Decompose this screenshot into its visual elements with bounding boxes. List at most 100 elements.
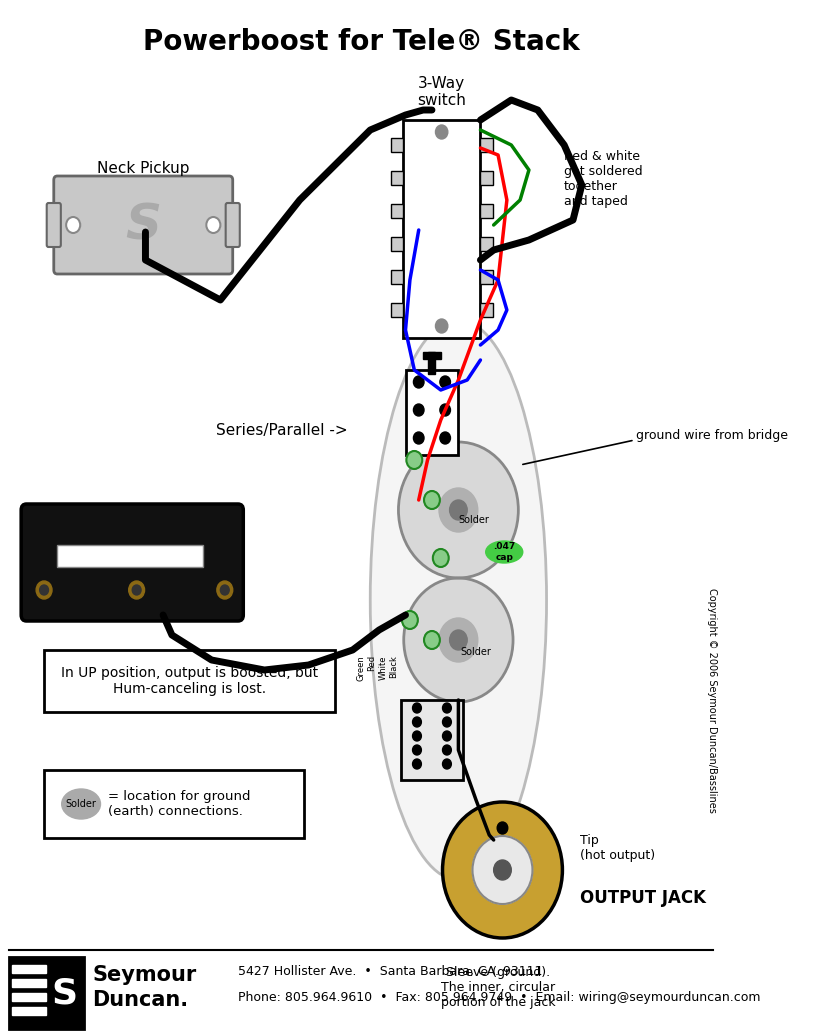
Text: Duncan.: Duncan.	[93, 990, 188, 1010]
Circle shape	[497, 822, 508, 834]
Bar	[481, 303, 493, 317]
Circle shape	[406, 451, 423, 469]
Circle shape	[217, 581, 233, 599]
Circle shape	[439, 618, 477, 662]
Circle shape	[413, 731, 421, 741]
Bar	[391, 204, 403, 218]
Text: 3-Way
switch: 3-Way switch	[417, 76, 466, 108]
Ellipse shape	[370, 320, 546, 880]
Text: In UP position, output is boosted, but
Hum-canceling is lost.: In UP position, output is boosted, but H…	[61, 666, 318, 696]
Circle shape	[206, 217, 220, 233]
Text: Black: Black	[390, 655, 399, 678]
Circle shape	[414, 432, 424, 444]
Circle shape	[402, 611, 418, 629]
Circle shape	[494, 860, 511, 880]
Circle shape	[442, 759, 451, 769]
Text: Green: Green	[357, 655, 366, 681]
Bar	[57, 545, 203, 567]
Bar	[12, 1007, 46, 1015]
Text: Solder: Solder	[459, 515, 490, 525]
Text: Solder: Solder	[66, 799, 97, 809]
FancyBboxPatch shape	[226, 203, 240, 247]
Text: Series/Parallel ->: Series/Parallel ->	[216, 423, 347, 437]
Circle shape	[413, 717, 421, 727]
Bar	[391, 138, 403, 152]
Text: Powerboost for Tele® Stack: Powerboost for Tele® Stack	[143, 28, 580, 56]
Text: Phone: 805.964.9610  •  Fax: 805.964.9749  •  Email: wiring@seymourduncan.com: Phone: 805.964.9610 • Fax: 805.964.9749 …	[238, 990, 761, 1004]
Circle shape	[436, 319, 448, 333]
Circle shape	[413, 745, 421, 755]
Ellipse shape	[61, 789, 101, 819]
Bar	[12, 965, 46, 973]
Text: S: S	[52, 976, 78, 1010]
Circle shape	[440, 376, 450, 388]
Circle shape	[399, 442, 518, 578]
Text: Red & white
get soldered
together
and taped: Red & white get soldered together and ta…	[564, 150, 643, 208]
Circle shape	[440, 432, 450, 444]
Circle shape	[413, 759, 421, 769]
Circle shape	[424, 491, 440, 509]
Bar	[44, 770, 304, 838]
Circle shape	[442, 703, 451, 713]
Circle shape	[414, 404, 424, 416]
Circle shape	[404, 578, 513, 702]
Bar	[391, 270, 403, 284]
Circle shape	[450, 630, 467, 650]
Circle shape	[432, 549, 449, 567]
Circle shape	[39, 585, 48, 595]
Bar	[9, 957, 84, 1029]
Bar	[12, 979, 46, 987]
Circle shape	[220, 585, 229, 595]
Bar	[391, 237, 403, 251]
Text: Neck Pickup: Neck Pickup	[97, 161, 189, 175]
FancyBboxPatch shape	[21, 503, 243, 621]
Bar	[391, 303, 403, 317]
Circle shape	[439, 488, 477, 533]
Bar	[481, 237, 493, 251]
Bar	[481, 204, 493, 218]
FancyBboxPatch shape	[54, 176, 233, 274]
Bar	[481, 138, 493, 152]
Bar	[12, 992, 46, 1001]
Circle shape	[450, 500, 467, 520]
Circle shape	[413, 703, 421, 713]
Bar	[481, 171, 493, 185]
Bar	[481, 270, 493, 284]
Circle shape	[132, 585, 141, 595]
Text: 5427 Hollister Ave.  •  Santa Barbara, CA. 93111: 5427 Hollister Ave. • Santa Barbara, CA.…	[238, 966, 542, 978]
Circle shape	[414, 376, 424, 388]
Text: OUTPUT JACK: OUTPUT JACK	[580, 889, 706, 906]
Text: S: S	[124, 201, 161, 249]
Text: ground wire from bridge: ground wire from bridge	[636, 429, 789, 441]
Text: = location for ground
(earth) connections.: = location for ground (earth) connection…	[107, 790, 250, 818]
Circle shape	[436, 125, 448, 139]
Bar	[403, 120, 481, 338]
Bar	[428, 352, 436, 374]
Text: Red: Red	[368, 655, 377, 671]
Ellipse shape	[486, 541, 523, 563]
Bar	[49, 961, 80, 1025]
Bar	[401, 700, 463, 780]
Bar	[423, 352, 441, 359]
Circle shape	[442, 802, 563, 938]
Text: Copyright © 2006 Seymour Duncan/Basslines: Copyright © 2006 Seymour Duncan/Bassline…	[708, 587, 717, 812]
Text: Seymour: Seymour	[93, 965, 197, 985]
Text: Sleeve (ground).
The inner, circular
portion of the jack: Sleeve (ground). The inner, circular por…	[441, 966, 555, 1009]
Circle shape	[442, 745, 451, 755]
Circle shape	[442, 731, 451, 741]
Circle shape	[473, 836, 532, 904]
Bar	[405, 370, 459, 455]
Bar	[391, 171, 403, 185]
Bar	[44, 650, 335, 712]
Text: White: White	[379, 655, 388, 680]
Circle shape	[440, 404, 450, 416]
Circle shape	[424, 631, 440, 649]
Text: Solder: Solder	[460, 648, 491, 657]
FancyBboxPatch shape	[47, 203, 61, 247]
Circle shape	[129, 581, 145, 599]
Circle shape	[442, 717, 451, 727]
Text: Tip
(hot output): Tip (hot output)	[580, 834, 655, 862]
Circle shape	[36, 581, 52, 599]
Text: .047
cap: .047 cap	[493, 542, 515, 562]
Circle shape	[66, 217, 80, 233]
